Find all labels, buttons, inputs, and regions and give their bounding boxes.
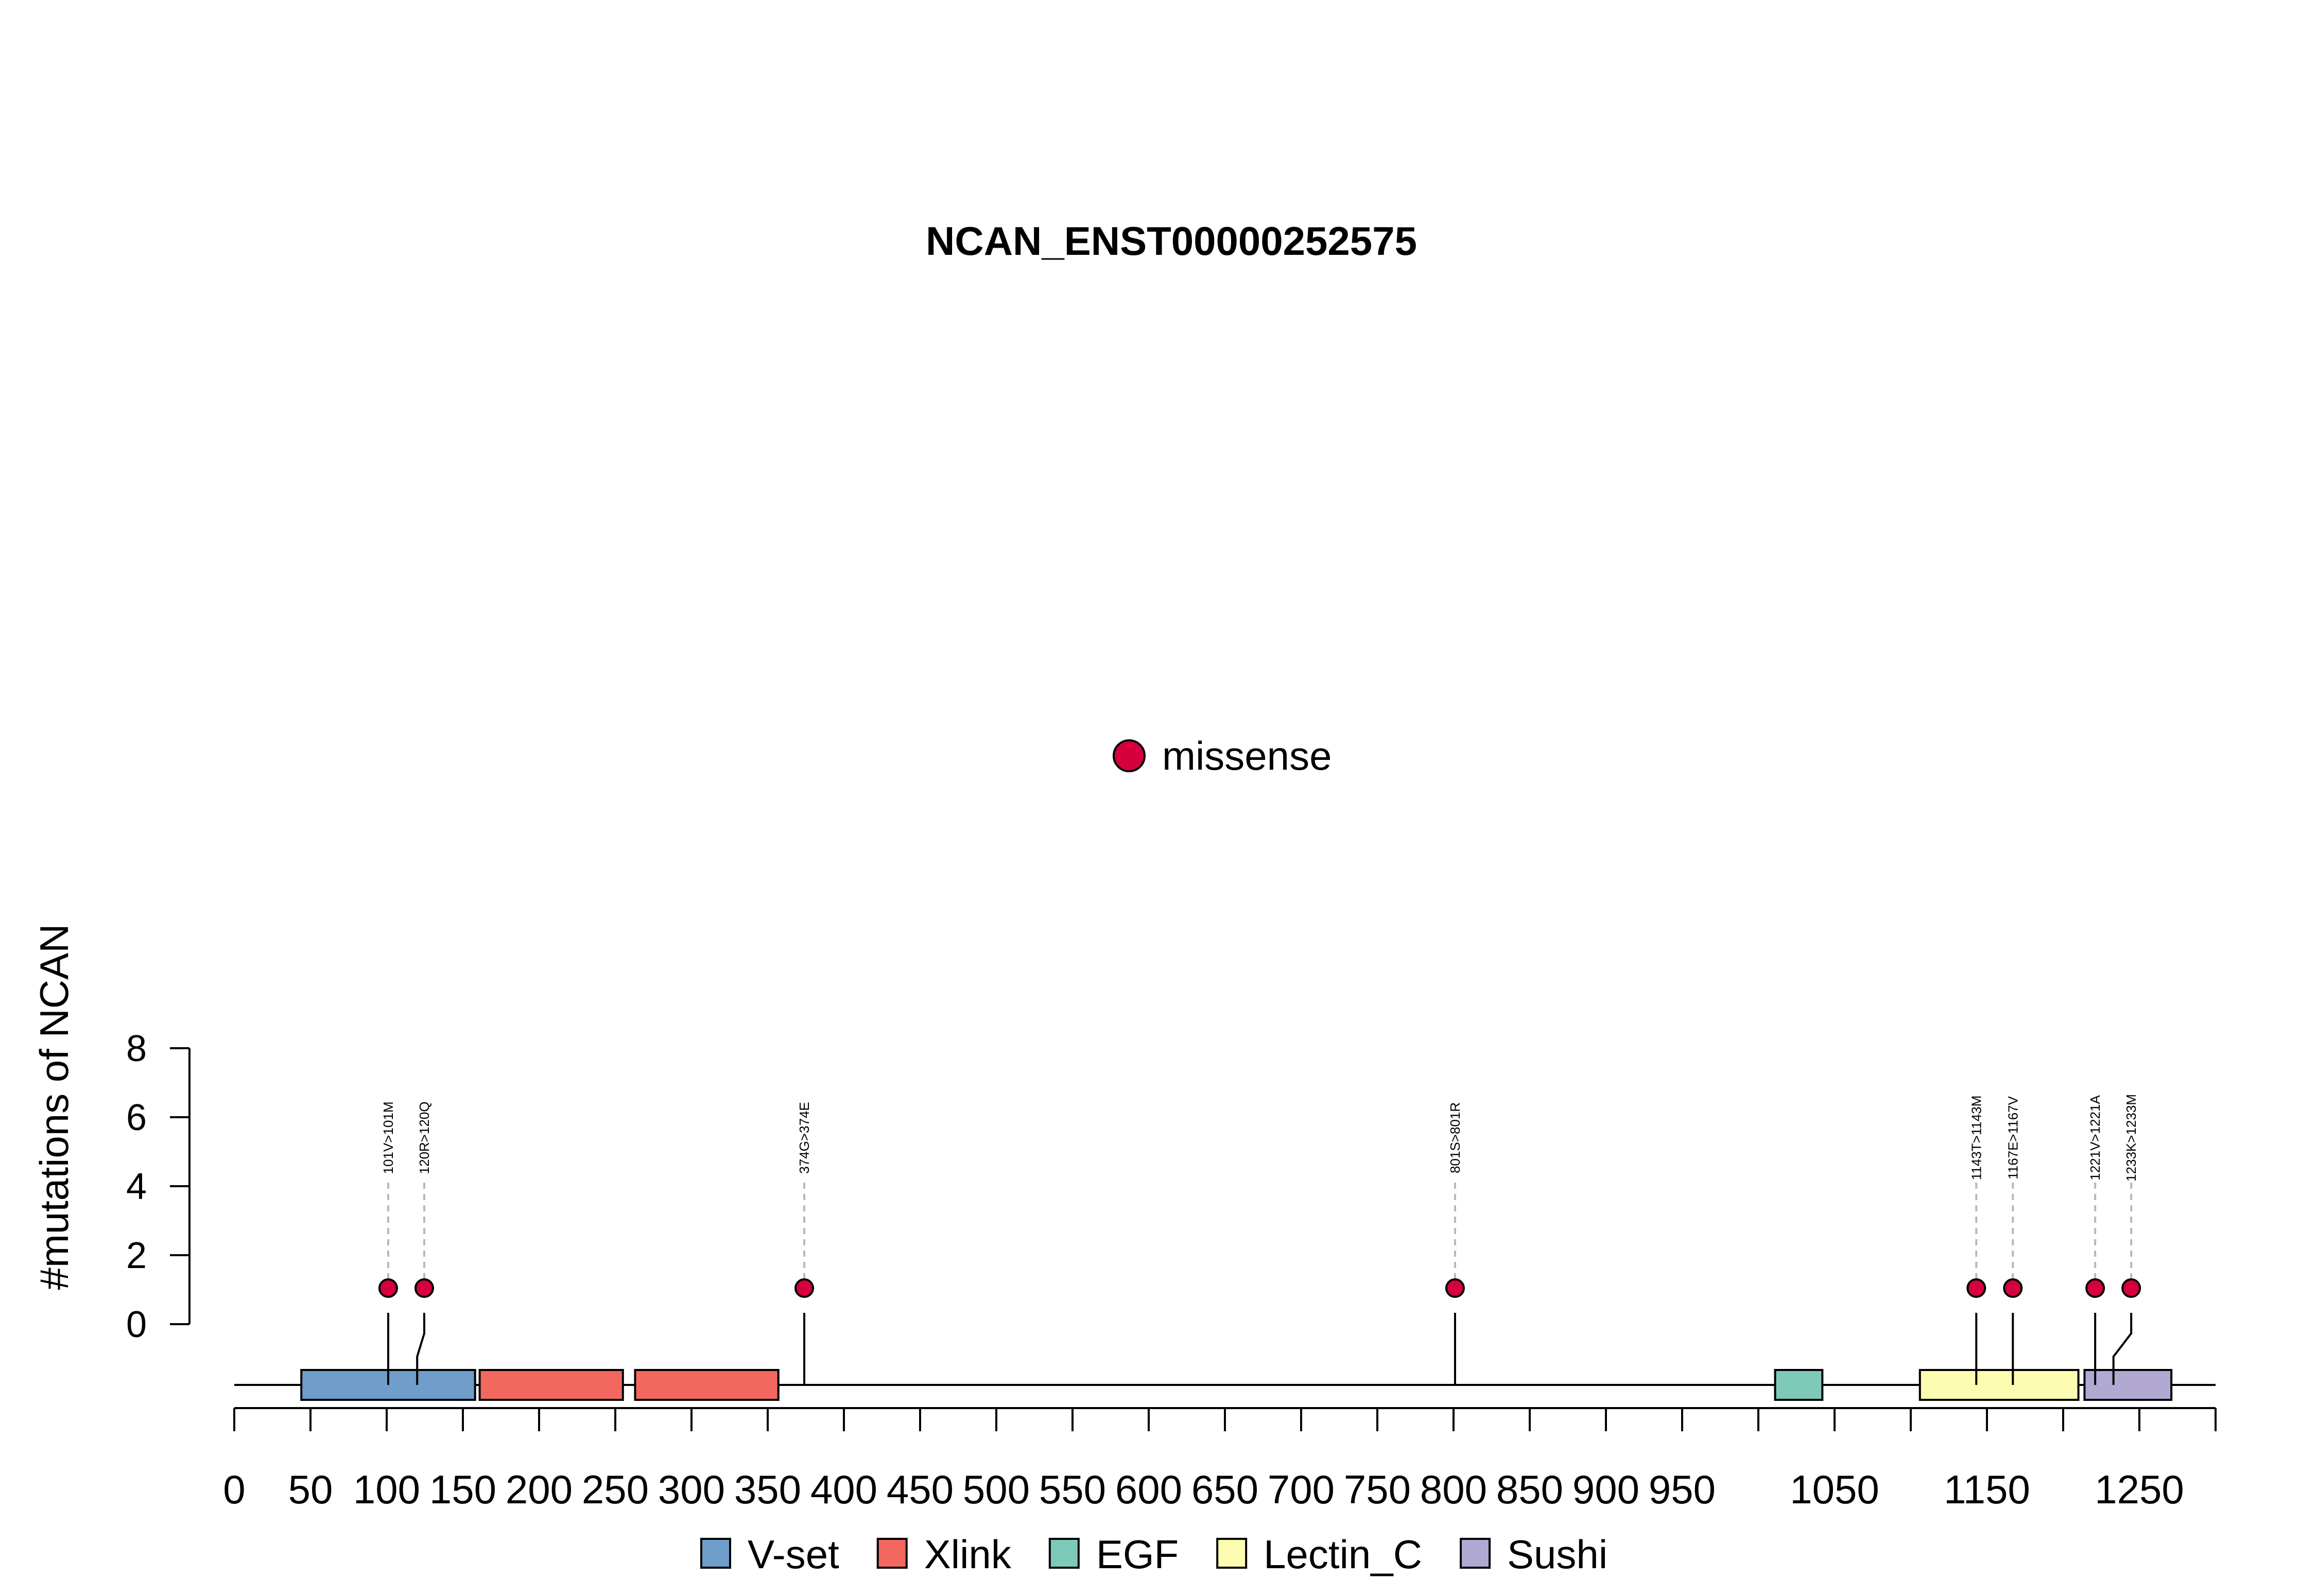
domain-egf: [1774, 1369, 1824, 1401]
domain-xlink: [478, 1369, 624, 1401]
legend-swatch-xlink: [876, 1538, 908, 1569]
x-tick-label: 1050: [1790, 1467, 1879, 1512]
x-tick-label: 300: [658, 1467, 725, 1512]
mutation-dot: [378, 1278, 398, 1298]
x-tick-label: 450: [887, 1467, 954, 1512]
x-tick-label: 700: [1268, 1467, 1335, 1512]
x-axis: 0 50 100 150 200 250 300 350 400 450 500 550 600 650 7…: [223, 1407, 2217, 1512]
legend-swatch-lectin-c: [1216, 1538, 1248, 1569]
mutation-stick: [416, 1313, 425, 1385]
mutation-label: 1233K>1233M: [2123, 1094, 2139, 1182]
y-tick-label: 2: [126, 1235, 147, 1276]
y-axis-title: #mutations of NCAN: [31, 924, 77, 1290]
x-tick-label: 750: [1344, 1467, 1411, 1512]
mutation-layer: 101V>101M 120R>120Q 374G>374E 801S>801R 1143…: [378, 1094, 2141, 1385]
x-tick-label: 1150: [1944, 1467, 2030, 1512]
mutation-label: 1221V>1221A: [2087, 1095, 2103, 1181]
domain-lectin-c: [1918, 1369, 2080, 1401]
domain-sushi: [2083, 1369, 2173, 1401]
legend-swatch-v-set: [700, 1538, 731, 1569]
y-tick-label: 6: [126, 1097, 147, 1138]
mutation-label: 1143T>1143M: [1968, 1096, 1984, 1181]
chart-title: NCAN_ENST00000252575: [926, 218, 1417, 264]
x-tick-label: 400: [810, 1467, 877, 1512]
mutation-label: 101V>101M: [381, 1102, 396, 1174]
y-axis: 0 2 4 6 8: [126, 1028, 191, 1345]
x-tick-label: 600: [1115, 1467, 1182, 1512]
mutation-stick: [2112, 1313, 2133, 1385]
x-tick-label: 150: [429, 1467, 496, 1512]
x-tick-label: 650: [1191, 1467, 1258, 1512]
legend-label-v-set: V-set: [748, 1532, 839, 1577]
x-tick-label: 250: [582, 1467, 649, 1512]
x-tick-label: 550: [1039, 1467, 1106, 1512]
x-tick-label: 100: [353, 1467, 420, 1512]
x-tick-label: 350: [734, 1467, 801, 1512]
x-tick-label: 950: [1649, 1467, 1716, 1512]
mutation-dot: [414, 1278, 434, 1298]
x-tick-label: 0: [223, 1467, 245, 1512]
mutation-label: 1167E>1167V: [2005, 1096, 2020, 1179]
domain-legend: V-set Xlink EGF Lectin_C Sushi: [700, 1532, 1607, 1577]
mutation-dot: [1445, 1278, 1465, 1298]
mutation-dot: [1966, 1278, 1986, 1298]
legend-swatch-sushi: [1460, 1538, 1491, 1569]
legend-swatch-egf: [1048, 1538, 1080, 1569]
y-tick-label: 0: [126, 1304, 147, 1345]
y-tick-label: 4: [126, 1166, 147, 1207]
mutation-dot: [2003, 1278, 2023, 1298]
mutation-label: 374G>374E: [797, 1102, 812, 1174]
x-tick-label: 200: [506, 1467, 573, 1512]
x-tick-label: 500: [963, 1467, 1030, 1512]
y-tick-label: 8: [126, 1028, 147, 1069]
mutation-label: 120R>120Q: [417, 1102, 432, 1174]
mutation-dot: [2085, 1278, 2105, 1298]
legend-label-xlink: Xlink: [924, 1532, 1012, 1577]
domain-xlink: [634, 1369, 780, 1401]
mutation-dot: [794, 1278, 815, 1298]
missense-legend-marker: [1113, 739, 1146, 772]
x-tick-label: 800: [1420, 1467, 1487, 1512]
legend-label-lectin-c: Lectin_C: [1264, 1532, 1422, 1577]
x-tick-label: 900: [1572, 1467, 1639, 1512]
mutation-label: 801S>801R: [1447, 1102, 1463, 1173]
legend-label-egf: EGF: [1096, 1532, 1179, 1577]
legend-label-sushi: Sushi: [1507, 1532, 1607, 1577]
mutation-dot: [2121, 1278, 2141, 1298]
x-tick-label: 1250: [2095, 1467, 2184, 1512]
missense-legend-label: missense: [1162, 733, 1332, 778]
x-tick-label: 50: [288, 1467, 333, 1512]
mutation-type-legend: missense: [1113, 733, 1332, 778]
x-tick-label: 850: [1496, 1467, 1563, 1512]
